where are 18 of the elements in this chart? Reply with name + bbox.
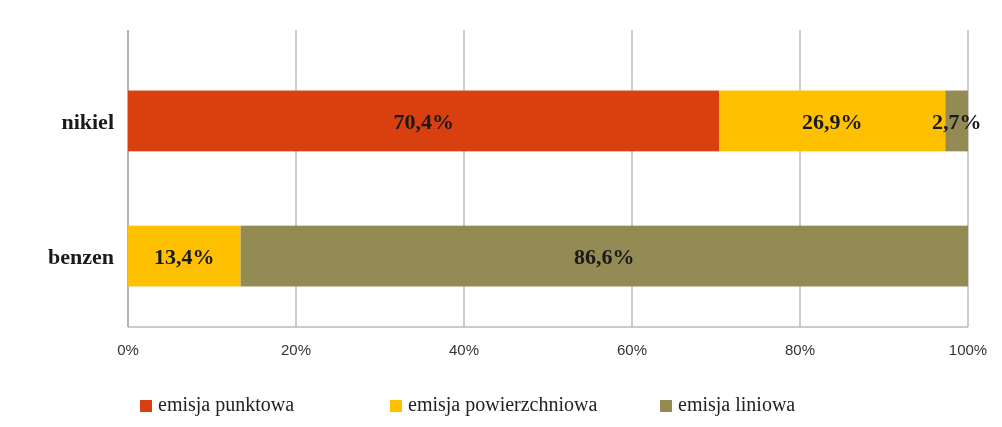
data-label: 70,4% <box>393 108 454 134</box>
bar <box>128 90 720 152</box>
legend-label: emisja liniowa <box>678 393 796 416</box>
y-tick-label: nikiel <box>61 108 114 134</box>
x-tick-label: 0% <box>117 341 139 358</box>
bar <box>128 225 241 287</box>
data-label: 86,6% <box>574 243 635 269</box>
x-tick-label: 60% <box>616 341 648 358</box>
y-tick-label: benzen <box>48 243 114 269</box>
x-tick-label: 80% <box>784 341 816 358</box>
data-label: 26,9% <box>802 108 863 134</box>
x-tick-label: 20% <box>280 341 312 358</box>
data-label: 13,4% <box>154 243 215 269</box>
bar <box>240 225 968 287</box>
x-tick-label: 100% <box>948 341 988 358</box>
legend-label: emisja powierzchniowa <box>408 393 598 416</box>
x-tick-label: 40% <box>448 341 480 358</box>
legend-label: emisja punktowa <box>158 393 295 416</box>
